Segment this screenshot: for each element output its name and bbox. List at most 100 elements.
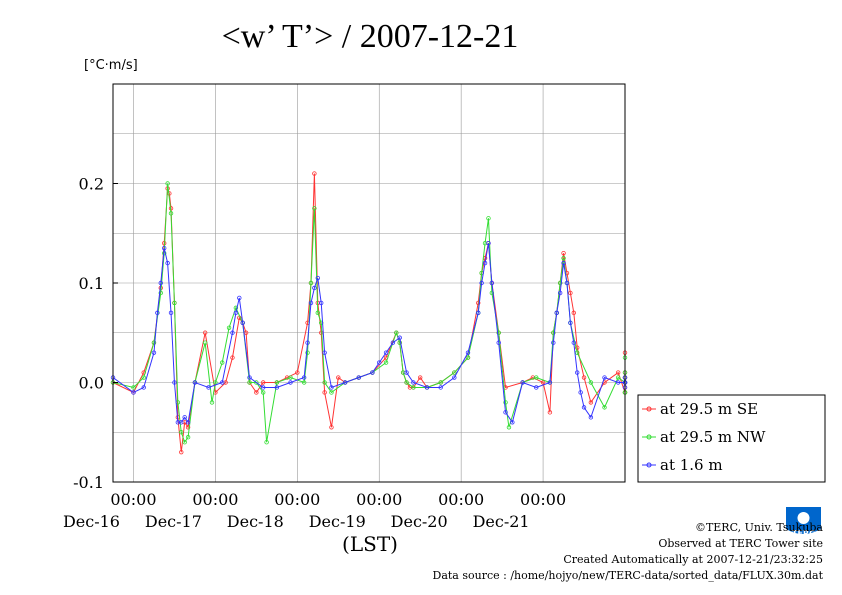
credits-block: ©TERC, Univ. Tsukuba Observed at TERC To…	[433, 520, 824, 584]
data-point	[568, 320, 573, 325]
data-point	[397, 335, 402, 340]
data-point	[185, 420, 191, 425]
data-point	[496, 330, 501, 335]
data-point	[179, 430, 184, 435]
data-point	[202, 340, 208, 345]
data-point	[615, 380, 621, 385]
data-point	[602, 405, 607, 410]
data-point	[254, 380, 259, 385]
data-point	[557, 280, 563, 286]
data-point	[158, 280, 163, 286]
data-point	[551, 340, 556, 345]
data-point	[534, 375, 539, 380]
data-point	[319, 300, 324, 306]
data-point	[329, 385, 334, 390]
data-point	[308, 300, 314, 306]
x-axis-label: (LST)	[342, 532, 398, 556]
data-point	[476, 310, 481, 316]
legend-label: at 29.5 m SE	[660, 400, 758, 418]
data-point	[602, 375, 607, 380]
data-point	[233, 310, 239, 316]
data-point	[479, 280, 484, 286]
data-point	[476, 300, 481, 306]
logo-drop-icon	[797, 512, 810, 524]
data-point	[465, 350, 471, 355]
data-point	[489, 280, 495, 286]
data-point	[213, 380, 218, 385]
data-point	[179, 449, 184, 455]
chart-title: <w’ T’> / 2007-12-21	[222, 18, 519, 55]
y-axis-unit: [°C·m/s]	[84, 58, 138, 73]
data-point	[615, 375, 621, 380]
data-point	[172, 300, 177, 306]
data-point	[383, 360, 389, 365]
data-point	[301, 375, 307, 380]
data-point	[260, 380, 266, 385]
series-nw	[110, 181, 628, 445]
data-point	[489, 290, 495, 296]
data-point	[568, 290, 573, 296]
data-point	[230, 355, 235, 360]
x-tick-date: Dec-18	[227, 512, 284, 531]
data-point	[540, 380, 546, 385]
data-point	[305, 340, 310, 345]
data-point	[141, 375, 146, 380]
x-tick-date: Dec-16	[63, 512, 120, 531]
data-point	[233, 305, 239, 311]
data-point	[206, 385, 211, 390]
y-tick-label: -0.1	[73, 473, 104, 492]
data-point	[557, 290, 563, 296]
x-tick-time: 00:00	[274, 490, 320, 509]
data-point	[564, 280, 570, 286]
series-se	[110, 171, 628, 455]
data-point	[411, 380, 416, 385]
x-tick-date: Dec-20	[391, 512, 448, 531]
y-tick-label: 0.2	[79, 175, 104, 194]
data-point	[209, 400, 215, 405]
data-point	[578, 390, 583, 395]
data-point	[312, 285, 317, 291]
data-point	[179, 420, 184, 425]
data-point	[220, 360, 225, 365]
credit-site: Observed at TERC Tower site	[658, 537, 823, 550]
data-point	[390, 340, 396, 345]
data-point	[394, 330, 399, 335]
data-point	[274, 385, 280, 390]
data-point	[438, 380, 443, 385]
data-point	[264, 440, 269, 445]
legend-swatch-marker	[646, 406, 652, 412]
data-point	[482, 260, 488, 266]
legend: at 29.5 m SE at 29.5 m NW at 1.6 m	[637, 394, 826, 483]
x-tick-date: Dec-19	[309, 512, 366, 531]
data-point	[185, 435, 191, 440]
data-point	[452, 375, 457, 380]
data-point	[503, 410, 508, 415]
data-point	[168, 310, 174, 316]
data-point	[551, 330, 556, 335]
data-point	[397, 340, 402, 345]
data-point	[418, 375, 423, 380]
y-tick-label: 0.1	[79, 274, 104, 293]
data-point	[510, 420, 515, 425]
data-point	[411, 385, 416, 390]
legend-box	[637, 394, 826, 483]
data-point	[404, 370, 409, 375]
data-point	[141, 385, 146, 390]
data-point	[312, 206, 317, 211]
credit-copyright: ©TERC, Univ. Tsukuba	[694, 521, 823, 534]
data-point	[151, 340, 157, 345]
data-point	[131, 385, 136, 390]
data-point	[588, 380, 594, 385]
y-tick-label: 0.0	[79, 374, 104, 393]
data-point	[370, 370, 375, 375]
data-point	[308, 280, 314, 286]
series-layer	[110, 171, 628, 455]
data-point	[383, 350, 389, 355]
data-point	[288, 375, 293, 380]
data-point	[182, 440, 187, 445]
x-tick-time: 00:00	[520, 490, 566, 509]
data-point	[237, 295, 242, 301]
data-point	[158, 290, 163, 296]
data-point	[305, 350, 310, 355]
data-point	[230, 330, 235, 335]
